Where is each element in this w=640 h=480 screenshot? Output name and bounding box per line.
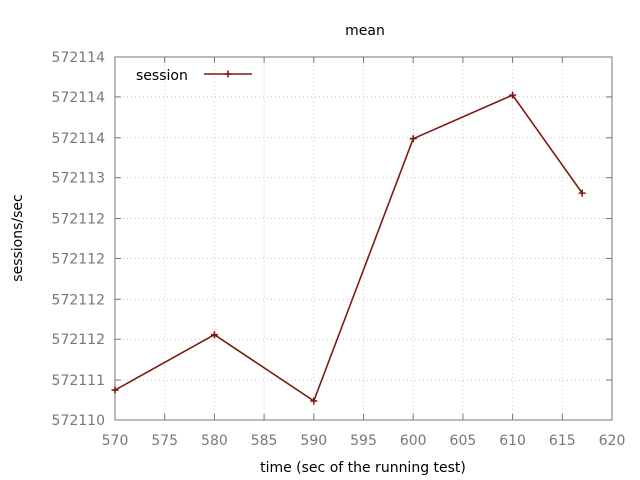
x-tick-label: 600 (400, 433, 427, 449)
y-tick-label: 572112 (52, 292, 105, 308)
grid (115, 57, 612, 420)
x-tick-label: 610 (499, 433, 526, 449)
axis-ticks: 570 575 580 585 590 595 600 605 610 615 620 572110 5… (52, 50, 626, 449)
y-tick-label: 572112 (52, 332, 105, 348)
x-tick-label: 575 (151, 433, 178, 449)
series-line-session (114, 94, 583, 403)
data-point (509, 91, 517, 99)
x-tick-label: 615 (549, 433, 576, 449)
data-point (409, 135, 417, 143)
legend-marker-session (224, 70, 232, 78)
y-tick-label: 572114 (52, 90, 106, 106)
x-tick-label: 570 (102, 433, 129, 449)
y-tick-label: 572111 (52, 373, 105, 389)
x-axis-title: time (sec of the running test) (260, 460, 466, 476)
y-tick-label: 572112 (52, 212, 105, 228)
y-tick-label: 572114 (52, 131, 106, 147)
x-tick-label: 595 (350, 433, 377, 449)
legend-label-session: session (136, 68, 188, 84)
data-point (210, 331, 218, 339)
x-tick-label: 620 (599, 433, 626, 449)
data-point (111, 386, 119, 394)
series-layer (111, 91, 586, 405)
y-tick-label: 572113 (52, 171, 105, 187)
x-tick-label: 605 (450, 433, 477, 449)
legend: session (136, 68, 252, 84)
y-tick-label: 572110 (52, 413, 105, 429)
x-tick-label: 580 (201, 433, 228, 449)
y-tick-label: 572114 (52, 50, 106, 66)
y-axis-title: sessions/sec (10, 194, 26, 281)
data-point (310, 397, 318, 405)
chart-title: mean (345, 23, 385, 39)
data-point (578, 189, 586, 197)
x-tick-label: 590 (300, 433, 327, 449)
y-tick-label: 572112 (52, 251, 105, 267)
x-tick-label: 585 (251, 433, 278, 449)
